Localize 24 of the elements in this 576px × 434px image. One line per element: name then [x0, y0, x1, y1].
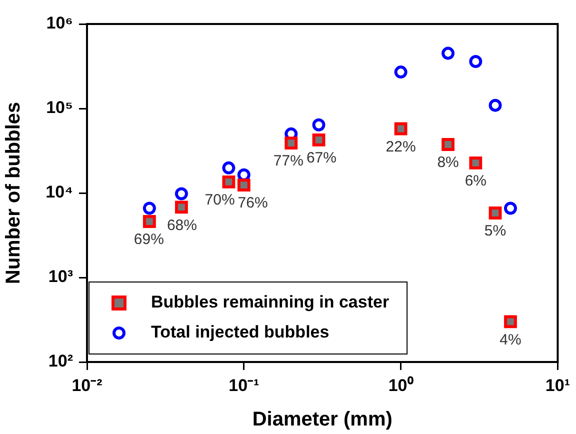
x-tick-label: 10⁻¹: [228, 376, 260, 395]
legend-label: Total injected bubbles: [151, 322, 330, 342]
annotation: 77%: [273, 152, 304, 170]
x-tick-label: 10⁰: [388, 376, 414, 395]
annotation: 8%: [437, 154, 459, 172]
y-tick-label: 10⁶: [46, 14, 73, 33]
annotation: 6%: [464, 172, 487, 190]
annotation: 22%: [386, 138, 416, 156]
x-tick-label: 10¹: [545, 376, 570, 395]
y-tick-label: 10³: [48, 267, 74, 286]
y-tick-label: 10²: [48, 352, 74, 371]
annotation: 70%: [204, 192, 235, 209]
annotation: 5%: [484, 222, 506, 240]
legend-label: Bubbles remainning in caster: [151, 292, 390, 312]
y-axis-title: Number of bubbles: [2, 102, 25, 284]
x-axis-title: Diameter (mm): [252, 408, 392, 431]
annotation: 69%: [134, 231, 164, 248]
x-tick-label: 10⁻²: [72, 376, 103, 395]
y-tick-label: 10⁵: [46, 98, 73, 118]
y-tick-label: 10⁴: [46, 182, 73, 202]
annotation: 68%: [166, 216, 197, 234]
annotation: 67%: [306, 150, 336, 167]
annotation: 76%: [238, 194, 268, 212]
annotation: 4%: [500, 331, 522, 348]
